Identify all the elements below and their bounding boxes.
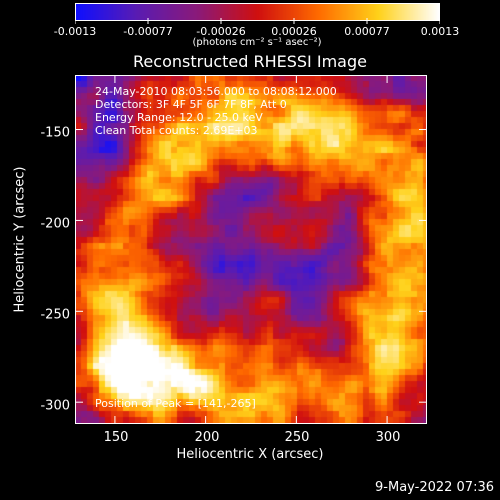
peak-position-label: Position of Peak = [141,-265] <box>95 397 256 410</box>
colorbar-tick-label: 0.00026 <box>271 25 317 38</box>
colorbar-tick-label: -0.00026 <box>196 25 246 38</box>
y-tick-label: -150 <box>40 125 70 141</box>
colorbar-ticks <box>75 18 440 24</box>
timestamp: 9-May-2022 07:36 <box>375 480 494 495</box>
y-tick-label: -300 <box>40 398 70 414</box>
rhessi-image <box>75 75 427 424</box>
x-axis-label: Heliocentric X (arcsec) <box>176 447 324 462</box>
colorbar-tick-label: 0.0013 <box>420 25 460 38</box>
x-tick-label: 300 <box>375 430 401 445</box>
colorbar-units: (photons cm⁻² s⁻¹ asec⁻²) <box>192 37 322 48</box>
colorbar <box>75 3 440 21</box>
x-tick-label: 150 <box>103 430 129 445</box>
plot-title: Reconstructed RHESSI Image <box>133 52 367 71</box>
info-total-counts: Clean Total counts: 2.69E+03 <box>95 124 258 137</box>
info-detectors: Detectors: 3F 4F 5F 6F 7F 8F, Att 0 <box>95 98 287 111</box>
colorbar-tick-label: -0.00077 <box>123 25 173 38</box>
y-tick-label: -200 <box>40 216 70 232</box>
plot-frame <box>75 75 427 424</box>
info-time-range: 24-May-2010 08:03:56.000 to 08:08:12.000 <box>95 85 337 98</box>
y-tick-label: -250 <box>40 307 70 323</box>
info-energy-range: Energy Range: 12.0 - 25.0 keV <box>95 111 263 124</box>
colorbar-tick-label: -0.0013 <box>53 25 97 38</box>
y-axis-label: Heliocentric Y (arcsec) <box>12 166 28 313</box>
colorbar-tick-label: 0.00077 <box>344 25 390 38</box>
x-tick-label: 200 <box>194 430 220 445</box>
x-tick-label: 250 <box>284 430 310 445</box>
